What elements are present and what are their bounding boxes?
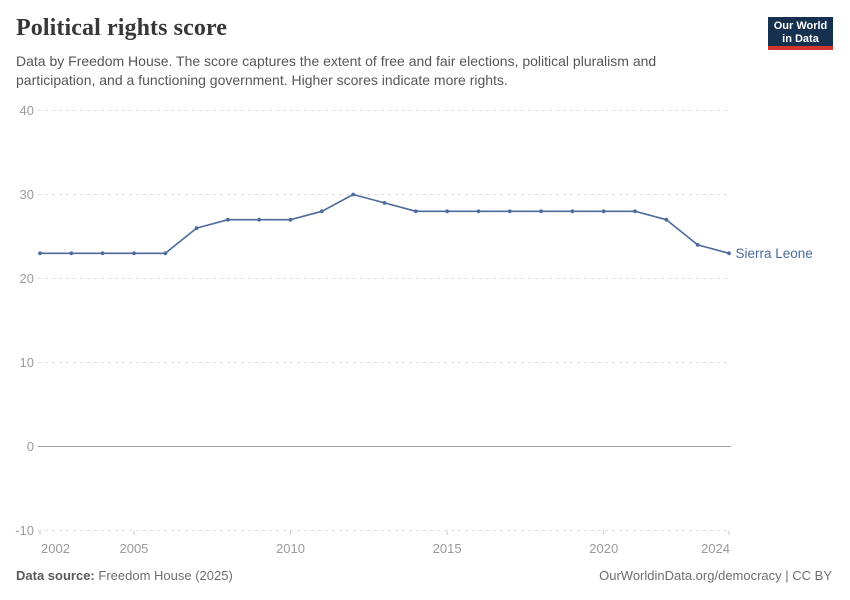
- data-point-2009[interactable]: [257, 217, 262, 222]
- data-point-2016[interactable]: [476, 209, 481, 214]
- data-point-2006[interactable]: [163, 251, 168, 256]
- data-point-2008[interactable]: [226, 217, 230, 222]
- data-point-2005[interactable]: [132, 251, 136, 256]
- data-point-2011[interactable]: [320, 209, 324, 214]
- data-point-2022[interactable]: [664, 217, 669, 222]
- owid-logo-line-2: in Data: [782, 33, 819, 45]
- y-axis-label-10: 10: [20, 355, 34, 370]
- chart-subtitle-line-1: Data by Freedom House. The score capture…: [16, 53, 657, 69]
- owid-logo[interactable]: Our World in Data: [768, 17, 833, 50]
- page-title: Political rights score: [16, 15, 228, 41]
- chart-subtitle-line-2: participation, and a functioning governm…: [16, 72, 508, 88]
- owid-logo-line-1: Our World: [773, 20, 828, 32]
- x-axis-label-2002: 2002: [41, 541, 70, 556]
- data-point-2017[interactable]: [507, 209, 512, 214]
- y-axis-label--10: -10: [15, 523, 34, 538]
- entity-label[interactable]: Sierra Leone: [736, 246, 813, 261]
- data-point-2015[interactable]: [445, 209, 449, 214]
- data-point-2021[interactable]: [633, 209, 637, 214]
- data-point-2020[interactable]: [601, 209, 606, 214]
- data-source-note: Data source: Freedom House (2025): [16, 568, 233, 584]
- data-point-2002[interactable]: [38, 251, 42, 256]
- data-point-2007[interactable]: [194, 226, 199, 231]
- data-point-2012[interactable]: [351, 192, 356, 197]
- data-source-value: Freedom House (2025): [98, 568, 233, 583]
- x-axis-label-2005: 2005: [119, 541, 148, 556]
- data-point-2003[interactable]: [69, 251, 74, 256]
- data-point-2014[interactable]: [413, 209, 418, 214]
- data-point-2024[interactable]: [727, 251, 731, 256]
- chart-subtitle: Data by Freedom House. The score capture…: [16, 52, 656, 90]
- data-source-label: Data source:: [16, 568, 95, 583]
- y-axis-label-20: 20: [20, 271, 34, 286]
- y-axis-label-30: 30: [20, 187, 34, 202]
- data-point-2010[interactable]: [288, 217, 293, 222]
- data-point-2004[interactable]: [100, 251, 105, 256]
- y-axis-label-40: 40: [20, 103, 34, 118]
- y-axis-label-0: 0: [27, 439, 34, 454]
- x-axis-label-2020: 2020: [589, 541, 618, 556]
- data-point-2013[interactable]: [382, 201, 387, 205]
- x-axis-label-2010: 2010: [276, 541, 305, 556]
- x-axis-label-2024: 2024: [701, 541, 730, 556]
- data-point-2018[interactable]: [539, 209, 543, 214]
- owid-citation-link[interactable]: OurWorldinData.org/democracy | CC BY: [599, 568, 832, 583]
- x-axis-label-2015: 2015: [433, 541, 462, 556]
- data-point-2019[interactable]: [570, 209, 575, 214]
- data-point-2023[interactable]: [695, 243, 700, 247]
- chart-footer: Data source: Freedom House (2025) OurWor…: [16, 568, 832, 584]
